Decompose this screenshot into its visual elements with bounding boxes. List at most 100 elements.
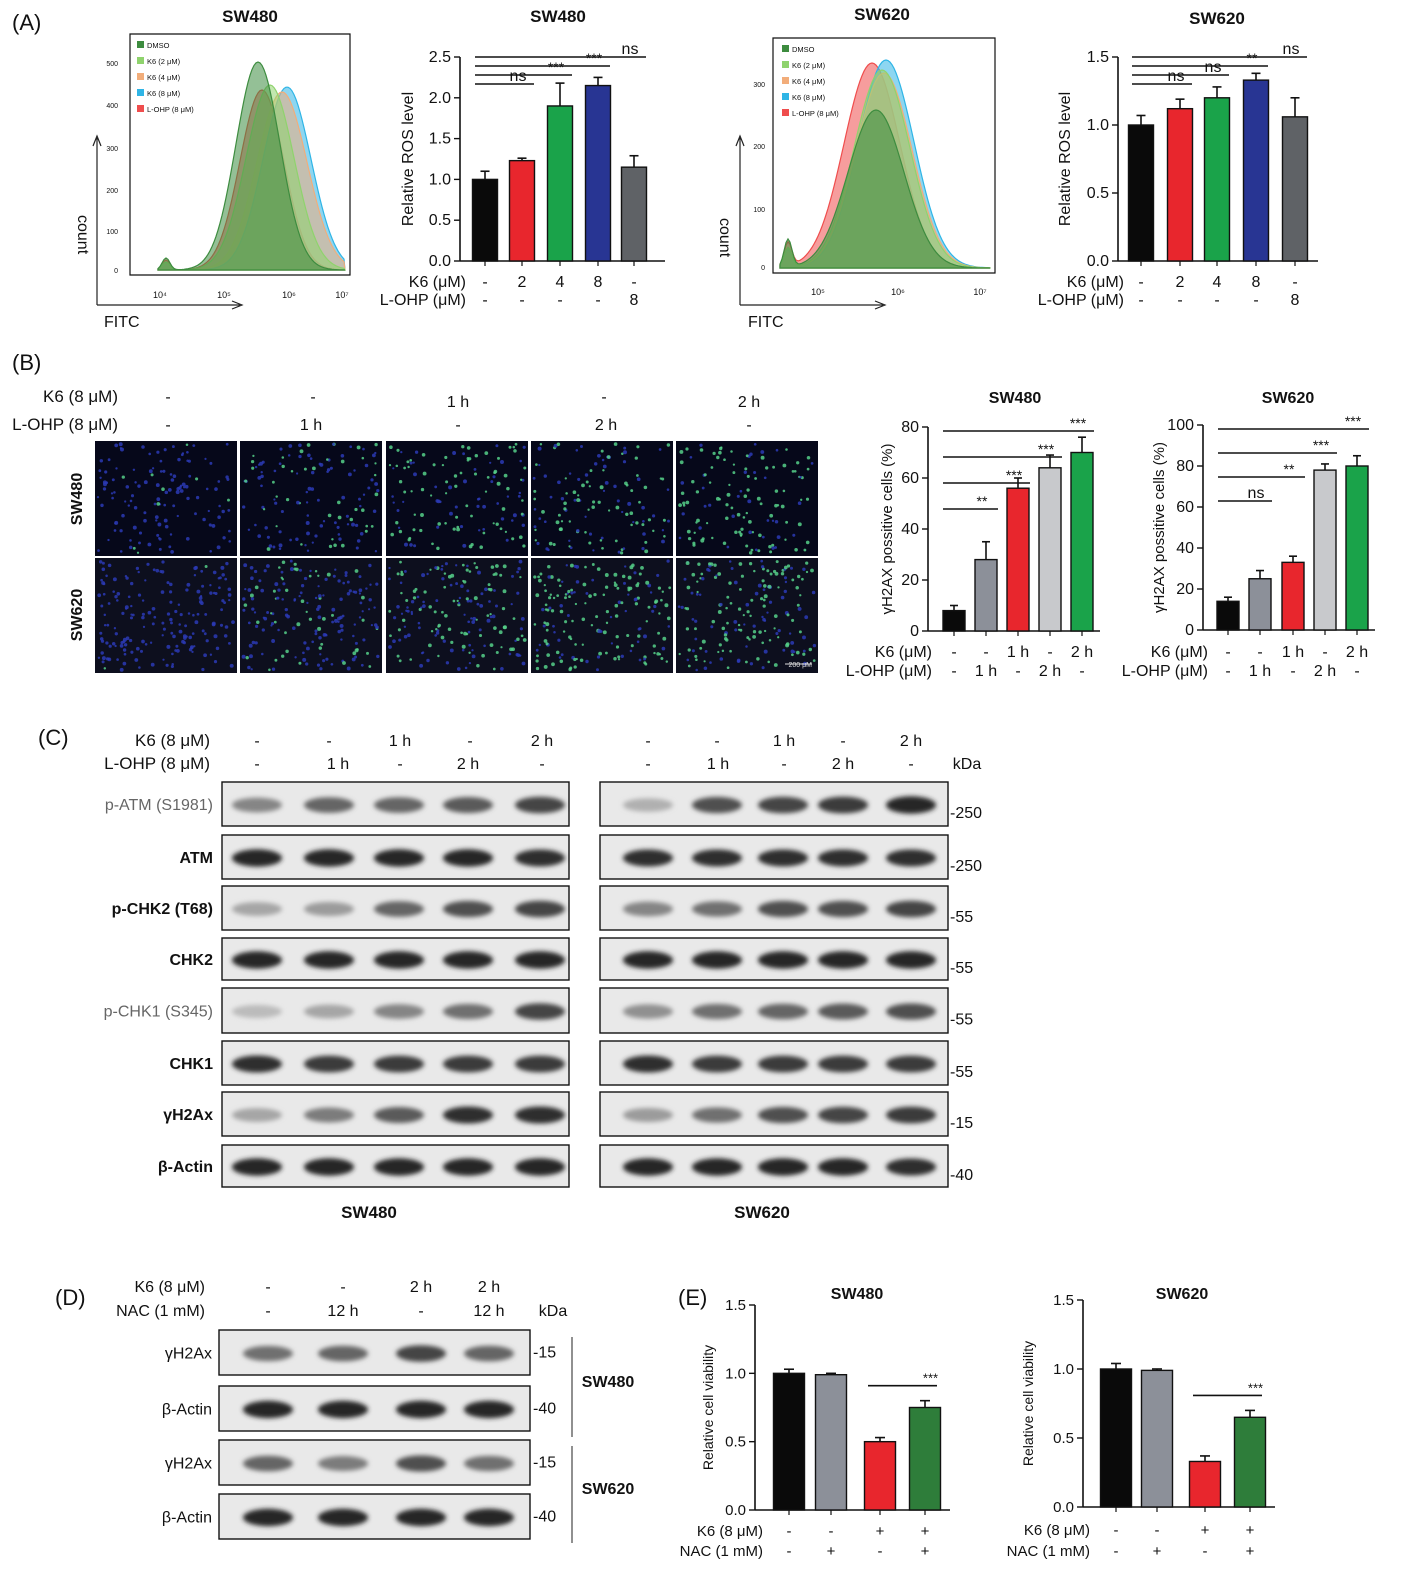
cell-nucleus — [398, 638, 402, 642]
condition-value: 8 — [594, 274, 603, 291]
cell-nucleus — [502, 589, 507, 594]
protein-band — [374, 1004, 424, 1019]
if-image-background — [95, 441, 237, 556]
cell-nucleus — [769, 550, 773, 554]
cell-nucleus — [147, 610, 152, 615]
cell-nucleus — [413, 472, 417, 477]
legend-swatch — [782, 77, 789, 84]
cell-nucleus — [107, 657, 110, 661]
cell-nucleus — [577, 477, 581, 481]
cell-nucleus — [522, 544, 526, 548]
cell-nucleus — [726, 666, 730, 670]
cell-nucleus — [484, 451, 489, 455]
cell-nucleus — [463, 631, 468, 636]
cell-nucleus — [332, 574, 336, 578]
cell-nucleus — [278, 547, 282, 550]
cell-nucleus — [774, 571, 779, 576]
cell-nucleus — [257, 475, 262, 480]
cell-nucleus — [453, 474, 458, 478]
y-tick-label: 1.0 — [1053, 1361, 1074, 1378]
cell-nucleus — [412, 528, 416, 532]
cell-nucleus — [209, 461, 213, 465]
cell-nucleus — [470, 617, 473, 620]
significance-label: *** — [1006, 467, 1023, 483]
cell-nucleus — [541, 510, 545, 514]
condition-value: - — [1155, 1522, 1160, 1539]
cell-nucleus — [760, 565, 765, 569]
condition-value: 2 h — [1314, 663, 1336, 680]
cell-nucleus — [477, 570, 481, 575]
bar — [1281, 561, 1305, 631]
condition-value: 1 h — [975, 663, 997, 680]
cell-nucleus — [389, 634, 392, 638]
cell-nucleus — [305, 501, 309, 504]
significance-label: ns — [1168, 68, 1185, 85]
cell-nucleus — [701, 639, 706, 644]
cell-nucleus — [192, 444, 196, 447]
condition-value: - — [519, 292, 524, 309]
blot-protein-label: CHK2 — [169, 952, 213, 969]
cell-nucleus — [359, 601, 363, 605]
cell-nucleus — [201, 667, 205, 672]
cell-nucleus — [141, 639, 145, 644]
cell-nucleus — [121, 513, 125, 518]
cell-nucleus — [545, 622, 550, 627]
if-image — [386, 558, 528, 673]
blot-protein-label: CHK1 — [169, 1056, 213, 1073]
cell-nucleus — [701, 576, 705, 581]
cell-nucleus — [179, 484, 183, 488]
cell-nucleus — [489, 615, 493, 619]
cell-nucleus — [636, 477, 641, 482]
cell-nucleus — [721, 626, 726, 631]
cell-nucleus — [659, 477, 663, 480]
protein-band — [304, 1004, 354, 1019]
cell-nucleus — [300, 543, 303, 546]
blot-membrane — [221, 834, 570, 880]
cell-nucleus — [653, 651, 656, 655]
cell-nucleus — [278, 530, 282, 534]
cell-nucleus — [434, 566, 438, 570]
condition-value: - — [595, 292, 600, 309]
cell-nucleus — [685, 447, 689, 451]
cell-nucleus — [410, 612, 414, 616]
cell-nucleus — [306, 443, 311, 447]
cell-nucleus — [194, 565, 198, 570]
cell-nucleus — [490, 565, 495, 569]
cell-nucleus — [773, 614, 778, 618]
condition-value: 8 — [630, 292, 639, 309]
cell-nucleus — [450, 640, 454, 645]
blot-membrane — [218, 1329, 531, 1376]
cell-nucleus — [254, 465, 258, 469]
cell-nucleus — [656, 573, 660, 577]
cell-nucleus — [749, 614, 752, 618]
cell-nucleus — [610, 642, 614, 645]
bar — [1006, 487, 1030, 632]
cell-nucleus — [159, 459, 163, 463]
cell-nucleus — [798, 630, 802, 634]
cell-nucleus — [261, 652, 264, 656]
protein-band — [464, 1508, 514, 1527]
y-tick-label: 40 — [1176, 540, 1194, 557]
wb-lohp-label: L-OHP (8 μM) — [104, 754, 210, 773]
flow-x-tick: 10⁴ — [153, 290, 167, 300]
cell-nucleus — [368, 665, 372, 668]
cell-nucleus — [188, 635, 192, 640]
bar — [508, 159, 536, 262]
blot-protein-label: γH2Ax — [163, 1107, 213, 1124]
cell-nucleus — [371, 453, 376, 458]
cell-nucleus — [449, 648, 454, 653]
cell-nucleus — [533, 525, 537, 529]
cell-nucleus — [119, 550, 123, 553]
cell-nucleus — [358, 592, 362, 595]
condition-label: L-OHP (μM) — [1038, 292, 1124, 309]
cell-nucleus — [516, 591, 520, 595]
cell-nucleus — [629, 511, 634, 516]
cell-nucleus — [474, 453, 479, 458]
protein-band — [515, 951, 565, 969]
cell-nucleus — [462, 579, 465, 583]
cell-nucleus — [290, 470, 294, 473]
cell-nucleus — [331, 620, 335, 624]
cell-nucleus — [101, 567, 106, 572]
cell-nucleus — [333, 521, 337, 525]
cell-nucleus — [538, 517, 542, 520]
